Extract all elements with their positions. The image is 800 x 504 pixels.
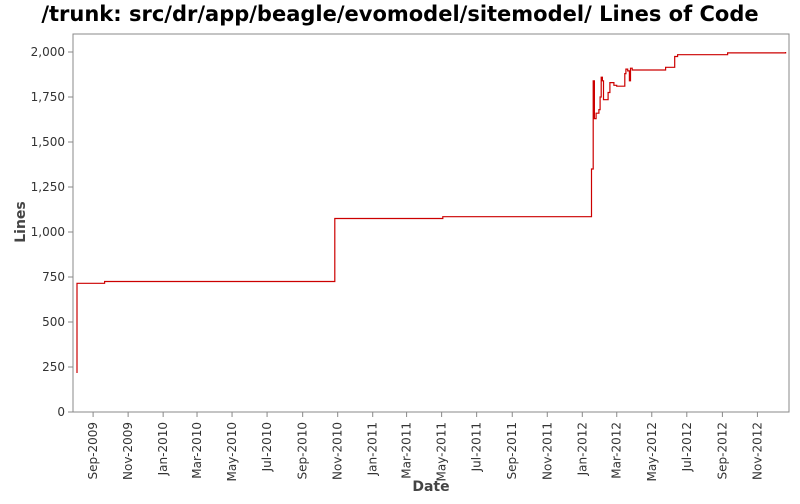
x-tick-label: Jan-2011 [366,422,380,476]
y-tick-label: 500 [42,315,65,329]
x-tick-label: Sep-2011 [505,422,519,480]
y-tick-label: 1,250 [31,180,65,194]
y-tick-label: 1,000 [31,225,65,239]
chart-title: /trunk: src/dr/app/beagle/evomodel/sitem… [41,2,759,26]
x-tick-label: May-2012 [645,422,659,481]
y-tick-label: 1,750 [31,90,65,104]
x-tick-label: Sep-2010 [296,422,310,480]
x-axis: Sep-2009 Nov-2009 Jan-2010 Mar-2010 May-2010… [86,412,764,481]
x-axis-label: Date [412,479,449,495]
y-tick-label: 2,000 [31,45,65,59]
x-tick-label: Mar-2010 [190,422,204,479]
x-tick-label: May-2010 [225,422,239,481]
x-tick-label: Jul-2010 [260,422,274,472]
x-tick-label: Sep-2012 [715,422,729,480]
x-tick-label: Jul-2012 [680,422,694,472]
x-tick-label: Nov-2012 [750,422,764,480]
x-tick-label: Jan-2010 [156,422,170,476]
x-tick-label: Jan-2012 [575,422,589,476]
x-tick-label: Sep-2009 [86,422,100,480]
plot-area [72,33,790,413]
y-axis-label: Lines [13,201,29,243]
series-layer [76,52,787,373]
series-line [76,52,787,373]
x-tick-label: Jul-2011 [470,422,484,472]
y-axis: 0 250 500 750 1,000 1,250 1,500 1,750 2,000 [31,45,73,419]
y-tick-label: 750 [42,270,65,284]
y-tick-label: 250 [42,360,65,374]
x-tick-label: Nov-2011 [540,422,554,480]
x-tick-label: May-2011 [435,422,449,481]
y-tick-label: 0 [57,405,65,419]
y-tick-label: 1,500 [31,135,65,149]
x-tick-label: Nov-2009 [121,422,135,480]
x-tick-label: Mar-2012 [610,422,624,479]
x-tick-label: Mar-2011 [400,422,414,479]
x-tick-label: Nov-2010 [331,422,345,480]
